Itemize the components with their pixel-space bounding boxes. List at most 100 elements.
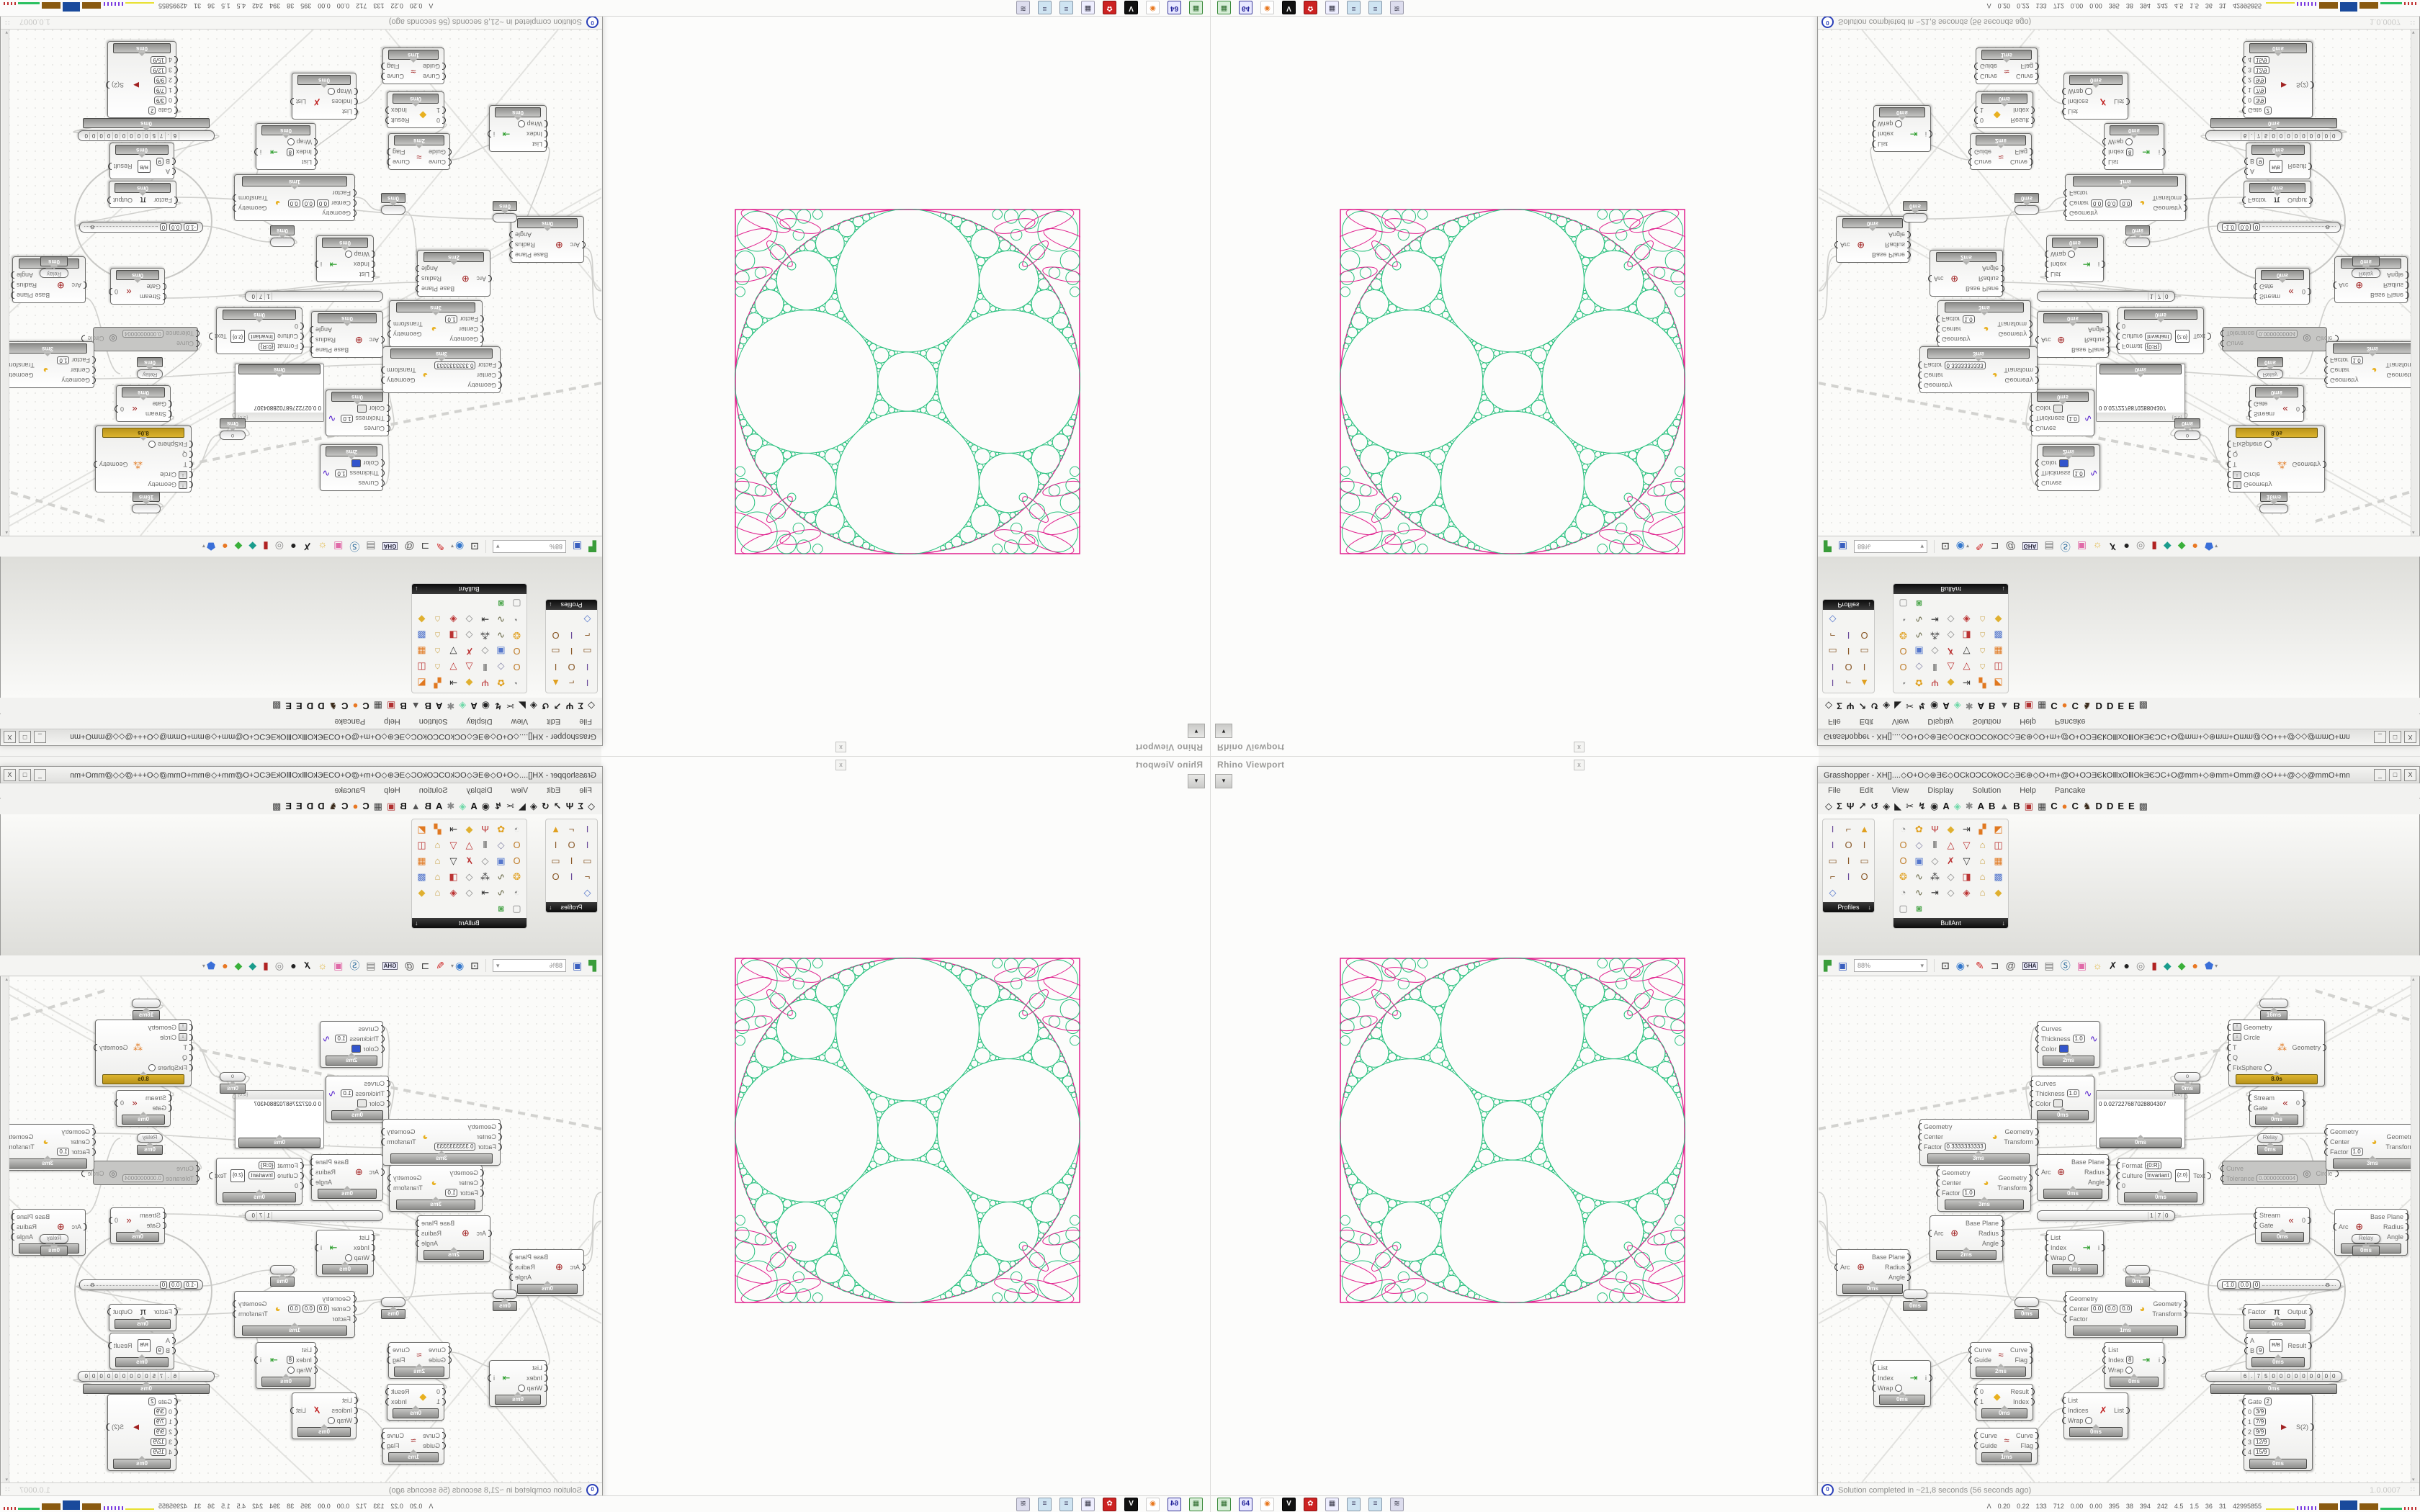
output-port[interactable] [416,1229,420,1237]
input-port[interactable] [2242,1408,2246,1416]
input-port[interactable] [2045,1243,2048,1251]
scale-component[interactable]: Geometry Center Factor 0.3333333333 ◕ Geometr… [381,1119,502,1166]
input-port[interactable] [1834,1263,1838,1271]
scroll-up-icon[interactable]: ▴ [2412,977,2415,982]
format-component[interactable]: Format {0:R} Culture Invariant 0 {2.0} Text 0ms [209,307,304,354]
chevron-down-icon[interactable]: ▾ [1966,543,1969,550]
relay-node[interactable]: Relay 0ms [2352,256,2380,278]
palette-item-icon[interactable]: ◇ [583,614,591,625]
param-value-chip[interactable]: Invariant [2145,333,2172,341]
tab-plugin-d2-icon[interactable]: D [2106,701,2114,711]
chevron-down-icon[interactable]: ▾ [202,543,205,550]
output-port[interactable] [385,1387,389,1395]
palette-item-icon[interactable]: ▣ [1914,646,1924,657]
param-value-chip[interactable]: 15/9 [2254,1448,2269,1456]
tab-mesh-icon[interactable]: ◣ [1894,701,1902,711]
input-port[interactable] [2227,1023,2231,1031]
sphere-icon[interactable]: ● [290,541,297,552]
palette-item-icon[interactable]: ⌂ [1979,840,1986,850]
drive-green-icon[interactable]: ▦ [1217,1,1231,15]
tab-params-icon[interactable]: ◇ [1825,801,1832,811]
palette-item-icon[interactable]: ⌐ [584,630,591,641]
param-value-chip[interactable]: 1.0 [1962,315,1975,323]
input-port[interactable] [2254,1211,2257,1219]
tab-transform-icon[interactable]: ↯ [1918,801,1926,811]
output-port[interactable] [233,1310,237,1318]
relay-node[interactable]: 16ms [2259,492,2288,513]
param-value-chip[interactable]: 15/9 [2254,56,2269,64]
color-swatch[interactable] [2058,1045,2069,1053]
deconstruct-arc[interactable]: Arc ⊕ Base Plane Radius Angle 0ms [310,1154,385,1201]
floppy-64-icon[interactable]: 64 [1168,1497,1181,1511]
menu-item-edit[interactable]: Edit [547,717,561,726]
wolf-icon[interactable]: V [1282,1497,1296,1511]
palette-item-icon[interactable]: I [586,662,589,672]
tab-plugin-a2-icon[interactable]: A [1977,801,1984,811]
palette-item-icon[interactable]: ▢ [1899,598,1908,609]
exit-door-icon[interactable]: ⊐ [1990,960,1999,971]
chevron-down-icon[interactable]: ▾ [2215,543,2218,550]
close-button[interactable]: X [4,769,16,781]
tab-params-icon[interactable]: ◇ [588,701,595,711]
bulb-icon[interactable]: ☼ [318,541,328,552]
calculator-icon[interactable]: ▦ [1325,1497,1339,1511]
wires-icon[interactable]: ✗ [2108,960,2118,971]
palette-item-icon[interactable]: I [1831,662,1834,672]
output-port[interactable] [2000,1229,2004,1237]
menu-item-file[interactable]: File [579,717,592,726]
slider-value-chip[interactable]: -1.0 [2222,1281,2236,1289]
palette-item-icon[interactable]: ◆ [465,824,473,834]
larger-than[interactable]: 0 1 ◆ Result Index 0ms [385,91,446,128]
input-port[interactable] [1872,1374,1876,1382]
palette-item-icon[interactable]: ▢ [1899,903,1908,914]
palette-item-icon[interactable]: ∿ [497,614,505,625]
stream-filter[interactable]: Gate 2 0 3/9 1 7/9 2 9/9 3 12/9 4 15/9 ► S(2) 0ms [106,41,178,118]
palette-item-icon[interactable]: ◙ [498,903,504,914]
resize-grip[interactable]: ∷ [2410,1486,2416,1494]
output-port[interactable] [387,1346,390,1354]
param-expand-button[interactable]: ↑ [2233,1023,2241,1031]
tab-plugin-d2-icon[interactable]: D [306,801,314,811]
toggle-circle[interactable] [344,251,352,258]
output-port[interactable] [2031,1398,2035,1405]
tab-plugin-bird-icon[interactable]: ♞ [2082,701,2092,711]
param-value-chip[interactable]: 0.0 [2091,199,2104,207]
rhino-viewport[interactable]: Rhino Viewport x ▾ [1210,16,1819,756]
palette-item-icon[interactable]: ◇ [481,855,489,866]
slider-value-chip[interactable]: -1.0 [2222,223,2236,231]
param-value-chip[interactable]: 9 [2257,158,2264,166]
input-port[interactable] [2062,1416,2066,1424]
bulb-icon[interactable]: ☼ [2092,541,2102,552]
param-value-chip[interactable]: 1.0 [2350,356,2363,364]
relay-node[interactable]: 0ms [381,193,405,215]
palette-item-icon[interactable]: ◇ [465,614,473,625]
tab-plugin-diamond-icon[interactable]: ◈ [1953,701,1961,711]
menu-item-file[interactable]: File [1828,717,1841,726]
calculator-icon[interactable]: ▦ [1081,1,1095,15]
tab-plugin-mountain-icon[interactable]: ▲ [1999,801,2009,811]
relay-node[interactable]: Relay 0ms [40,256,68,278]
output-port[interactable] [381,1138,385,1146]
color-swatch[interactable] [351,1045,362,1053]
tab-plugin-b2-icon[interactable]: B [2013,701,2020,711]
palette-group-drop-icon[interactable]: ↓ [415,585,418,593]
resize-grip[interactable]: ∷ [4,1486,10,1494]
param-value-chip[interactable]: 0.0 [2105,1305,2118,1313]
palette-item-icon[interactable]: ❂ [513,871,521,882]
palette-group-label[interactable]: BullAnt ↓ [1894,584,2008,594]
tab-plugin-b1-icon[interactable]: B [424,801,431,811]
tab-plugin-c2-icon[interactable]: C [2071,701,2079,711]
output-port[interactable] [107,1308,111,1315]
canvas-zoom-select[interactable]: 88% ▾ [492,540,566,553]
slider-value-chip[interactable]: 0.0 [2238,1281,2251,1289]
tab-plugin-orange-icon[interactable]: ● [2061,801,2068,811]
palette-item-icon[interactable]: ▭ [551,855,560,866]
palette-item-icon[interactable]: O [552,871,560,882]
param-value-chip[interactable]: 0.0000000004 [122,1174,163,1182]
param-value-chip[interactable]: {0:R} [2144,1161,2162,1169]
save-file-icon[interactable]: ▣ [572,541,583,552]
palette-item-icon[interactable]: O [568,662,575,672]
viewport-dropdown-button[interactable]: ▾ [1188,774,1205,788]
